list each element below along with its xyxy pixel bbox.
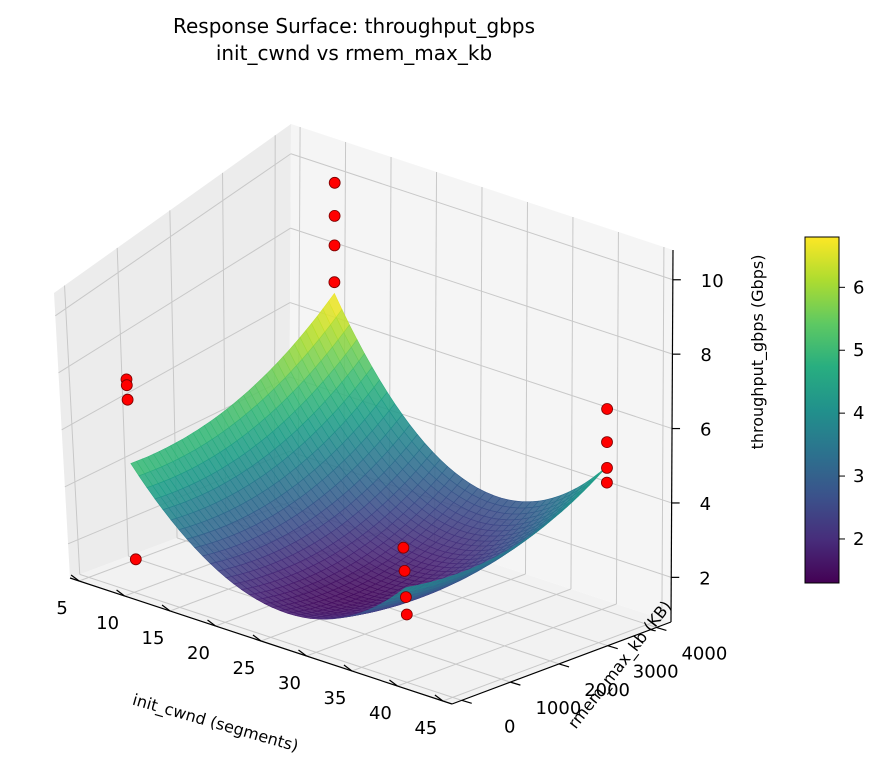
data-point <box>120 379 133 392</box>
y-tick-label: 4000 <box>681 644 727 665</box>
gridline-x-floor <box>442 618 663 702</box>
colorbar-tick-label: 5 <box>853 340 864 361</box>
data-point <box>601 461 613 474</box>
z-tick-label: 6 <box>700 420 711 441</box>
x-tick-mark <box>298 649 307 657</box>
gridline-z-back <box>290 153 673 281</box>
z-tick-label: 8 <box>700 345 711 366</box>
gridline-y-floor <box>79 573 462 701</box>
colorbar-tick-label: 4 <box>853 403 864 424</box>
x-tick-label: 35 <box>324 688 347 709</box>
data-point <box>399 591 412 603</box>
x-tick-label: 25 <box>233 658 256 679</box>
x-tick-mark <box>116 589 125 597</box>
y-tick-mark <box>510 681 521 686</box>
gridline-x-floor <box>306 573 526 657</box>
gridline-z-back <box>290 227 673 355</box>
colorbar-tick-label: 2 <box>853 529 864 550</box>
observation-points <box>120 176 613 621</box>
data-point <box>601 436 613 449</box>
x-tick-mark <box>434 694 444 702</box>
y-tick-label: 0 <box>504 716 515 737</box>
data-point <box>328 209 341 222</box>
x-tick-mark <box>70 574 80 582</box>
data-point <box>601 403 613 415</box>
y-tick-mark <box>656 626 667 632</box>
x-tick-label: 15 <box>142 628 165 649</box>
gridline-y-left <box>64 285 81 575</box>
surface-facet <box>398 586 412 594</box>
colorbar-tick-label: 3 <box>853 466 864 487</box>
gridline-x-back <box>615 231 619 605</box>
x-tick-mark <box>389 679 398 687</box>
response-surface <box>130 292 608 620</box>
colorbar-tick-label: 6 <box>853 277 864 298</box>
y-tick-label: 1000 <box>535 698 581 719</box>
x-tick-mark <box>161 604 171 612</box>
z-tick-label: 10 <box>701 271 724 292</box>
gridline-x-back <box>661 246 665 620</box>
x-tick-mark <box>343 664 353 672</box>
gridline-x-floor <box>351 588 572 672</box>
axis-lines <box>69 249 681 705</box>
data-point <box>129 553 142 566</box>
chart-title: Response Surface: throughput_gbps <box>173 14 535 38</box>
data-point <box>398 565 411 577</box>
y-tick-label: 2000 <box>584 680 630 701</box>
chart-subtitle: init_cwnd vs rmem_max_kb <box>216 41 492 65</box>
y-axis-line <box>451 621 672 705</box>
z-axis-label: throughput_gbps (Gbps) <box>748 255 768 450</box>
gridline-x-back <box>570 216 574 590</box>
gridline-z-left <box>58 227 291 374</box>
x-axis-label: init_cwnd (segments) <box>130 690 300 757</box>
gridline-z-left <box>61 302 291 431</box>
data-point <box>328 276 341 289</box>
z-tick-label: 4 <box>700 494 711 515</box>
data-point <box>397 541 410 554</box>
x-tick-mark <box>207 619 216 627</box>
x-tick-label: 30 <box>278 673 301 694</box>
y-tick-mark <box>461 699 472 704</box>
gridline-x-floor <box>397 603 617 687</box>
z-tick-label: 2 <box>699 568 710 589</box>
x-tick-label: 45 <box>414 718 437 739</box>
data-point <box>400 608 413 621</box>
x-tick-mark <box>252 634 262 642</box>
x-tick-label: 10 <box>96 613 119 634</box>
x-tick-label: 20 <box>187 643 210 664</box>
gridline-z-left <box>54 153 292 317</box>
x-tick-label: 5 <box>56 598 67 619</box>
x-tick-label: 40 <box>369 703 392 724</box>
colorbar-gradient <box>804 236 840 584</box>
z-axis-line <box>670 249 674 623</box>
y-tick-label: 3000 <box>633 662 679 683</box>
data-point <box>601 476 613 489</box>
data-point <box>328 176 341 189</box>
data-point <box>328 239 341 252</box>
data-point <box>121 393 134 406</box>
y-tick-mark <box>558 663 570 668</box>
colorbar: 2 3 4 5 6 <box>804 236 864 584</box>
y-tick-mark <box>607 645 618 650</box>
